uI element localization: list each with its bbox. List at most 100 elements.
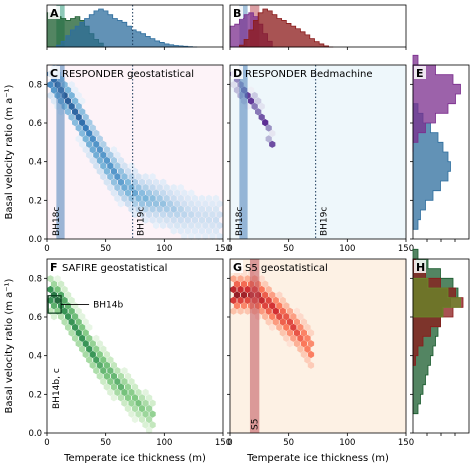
panel-F-hexbin <box>79 323 86 331</box>
panel-C-hexbin <box>50 97 58 105</box>
panel-C-hexbin <box>163 194 170 202</box>
panel-G-hexbin <box>286 318 293 326</box>
panel-F-hexbin <box>89 350 96 359</box>
panel-C-hexbin <box>100 151 107 159</box>
panel-F-hexbin <box>103 350 110 359</box>
panel-C-hexbin <box>72 97 79 105</box>
panel-C-hexbin <box>198 205 205 213</box>
panel-D-hexbin <box>233 86 241 94</box>
panel-F-hexbin <box>100 367 107 375</box>
panel-C-xtick-label: 150 <box>215 244 231 254</box>
panel-F-hexbin <box>96 361 103 369</box>
panel-C-hexbin <box>50 86 58 94</box>
panel-D-xtick-label: 0 <box>227 244 232 254</box>
panel-G-hexbin <box>283 313 290 321</box>
panel-G-hexbin <box>279 307 286 315</box>
panel-C-hexbin <box>75 124 82 132</box>
panel-C-hexbin <box>68 113 75 121</box>
panel-G-hexbin <box>265 307 272 315</box>
panel-C-hexbin <box>149 194 156 202</box>
panel-G-hexbin <box>300 350 307 359</box>
panel-G-hexbin <box>300 340 307 348</box>
panel-F-hexbin <box>79 334 86 342</box>
panel-D-background <box>230 65 406 239</box>
panel-C-hexbin <box>142 216 149 224</box>
panel-F-hexbin <box>65 291 72 299</box>
panel-C-hexbin <box>117 200 124 208</box>
panel-F-hexbin <box>93 334 100 342</box>
panel-C-hexbin <box>202 211 209 219</box>
panel-C-hexbin <box>93 151 100 159</box>
panel-C-hexbin <box>110 156 117 165</box>
panel-G-xlabel: Temperate ice thickness (m) <box>246 453 389 464</box>
panel-C-hexbin <box>153 211 160 219</box>
panel-C-hexbin <box>153 178 160 186</box>
panel-G-hexbin <box>244 307 251 315</box>
panel-F-hexbin <box>86 334 93 342</box>
panel-G-hexbin <box>283 302 290 310</box>
panel-G-hexbin <box>297 313 304 321</box>
panel-C-hexbin <box>86 129 93 137</box>
panel-G-hexbin <box>272 318 279 326</box>
panel-C-hexbin <box>96 146 103 154</box>
panel-F-ytick-label: 0.2 <box>28 390 42 400</box>
panel-C-hexbin <box>209 221 216 230</box>
panel-F-hexbin <box>107 367 114 375</box>
panel-G-hexbin <box>297 323 304 331</box>
panel-C-hexbin <box>184 205 191 213</box>
panel-D-band-0 <box>239 65 248 239</box>
panel-C-hexbin <box>177 205 184 213</box>
panel-C-hexbin <box>156 194 163 202</box>
panel-F-hexbin <box>107 356 114 364</box>
panel-F-hexbin <box>54 275 61 283</box>
panel-F-hexbin <box>58 280 65 288</box>
panel-C-hexbin <box>156 184 163 192</box>
panel-C-hexbin <box>100 162 107 170</box>
panel-C-hexbin <box>135 184 142 192</box>
panel-F-hexbin <box>135 399 142 407</box>
panel-F-hexbin <box>72 323 79 331</box>
panel-G-hexbin <box>279 296 286 304</box>
panel-C-hexbin <box>153 221 160 230</box>
panel-C-hexbin <box>195 221 202 230</box>
panel-C-frame <box>46 64 224 240</box>
panel-C-hexbin <box>110 146 117 154</box>
panel-C-hexbin <box>212 216 220 224</box>
panel-C-hexbin <box>96 135 103 143</box>
panel-F-hexbin <box>96 372 103 380</box>
panel-C-hexbin <box>188 232 195 240</box>
panel-F-hexbin <box>65 302 72 310</box>
panel-C-hexbin <box>107 184 114 192</box>
panel-C-hexbin <box>160 178 167 186</box>
panel-F-hexbin <box>75 340 82 348</box>
panel-C-hexbin <box>212 194 220 202</box>
panel-C-hexbin <box>216 211 223 219</box>
panel-C-hexbin <box>160 200 167 208</box>
panel-C-hexbin <box>131 178 139 186</box>
panel-C-hexbin <box>209 200 216 208</box>
panel-C-hexbin <box>146 178 153 186</box>
panel-F-hexbin <box>107 378 114 386</box>
panel-C-hexbin <box>191 227 198 235</box>
panel-C-hexbin <box>160 211 167 219</box>
panel-F-hexbin <box>121 388 128 396</box>
panel-C-hexbin <box>103 156 110 165</box>
panel-G-hexbin <box>297 334 304 342</box>
panel-C-hexbin <box>142 184 149 192</box>
panel-A-panel-label: A <box>50 7 59 20</box>
panel-F-hexbin <box>135 388 142 396</box>
panel-C-hexbin <box>188 200 195 208</box>
panel-C-hexbin <box>68 102 75 110</box>
panel-F-hexbin <box>114 378 121 386</box>
panel-C-hexbin <box>124 167 132 175</box>
panel-C-hexbin <box>191 205 198 213</box>
panel-G-hexbin <box>297 345 304 353</box>
panel-C-hexbin <box>96 167 103 175</box>
panel-G-hexbin <box>307 350 315 359</box>
panel-G-hexbin <box>293 307 300 315</box>
panel-G-panel-label: G <box>233 261 242 274</box>
panel-C-hexbin <box>114 184 121 192</box>
panel-F-xtick-label: 50 <box>100 438 111 448</box>
panel-G-xtick-label: 50 <box>283 438 294 448</box>
panel-C-hexbin <box>93 162 100 170</box>
